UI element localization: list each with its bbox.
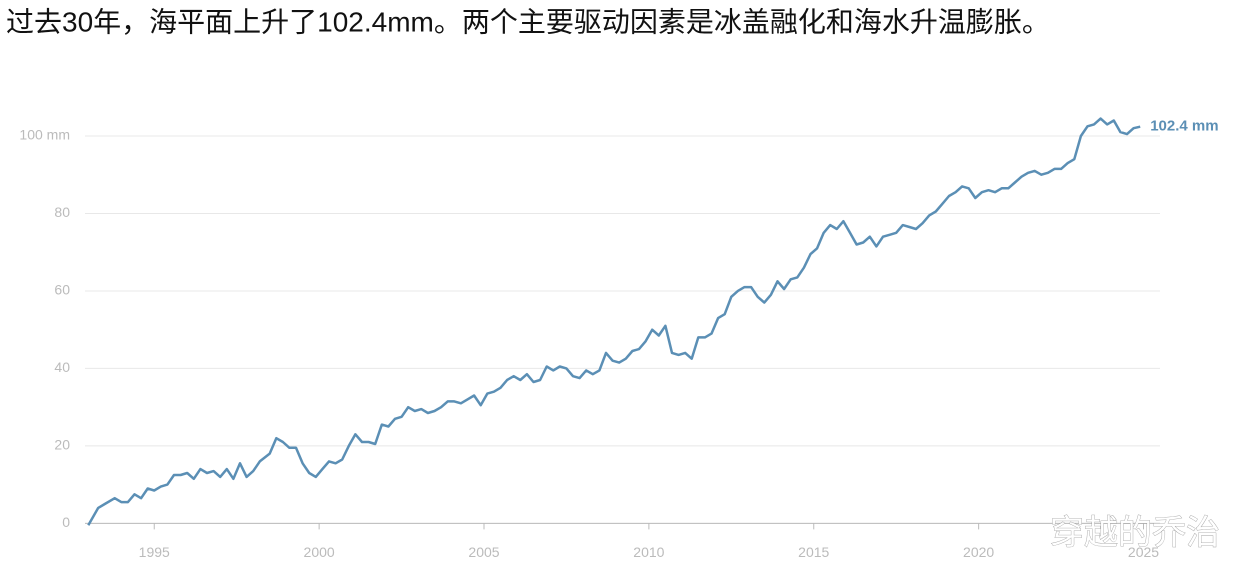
data-line: [87, 117, 1141, 526]
x-tick-label: 2025: [1128, 544, 1159, 560]
end-annotation: 102.4 mm: [1150, 118, 1218, 135]
x-tick-label: 2000: [304, 544, 335, 560]
y-tick-label: 20: [54, 437, 70, 453]
x-tick-label: 2015: [798, 544, 829, 560]
x-tick-label: 1995: [139, 544, 170, 560]
y-tick-label: 60: [54, 282, 70, 298]
x-tick-label: 2020: [963, 544, 994, 560]
chart-title: 过去30年，海平面上升了102.4mm。两个主要驱动因素是冰盖融化和海水升温膨胀…: [6, 6, 1050, 37]
y-tick-label: 40: [54, 359, 70, 375]
x-tick-label: 2010: [633, 544, 664, 560]
y-tick-label: 80: [54, 204, 70, 220]
x-tick-label: 2005: [468, 544, 499, 560]
y-tick-label: 0: [62, 514, 70, 530]
watermark: 穿越的乔治: [1050, 514, 1220, 552]
y-tick-label: 100 mm: [19, 127, 70, 143]
